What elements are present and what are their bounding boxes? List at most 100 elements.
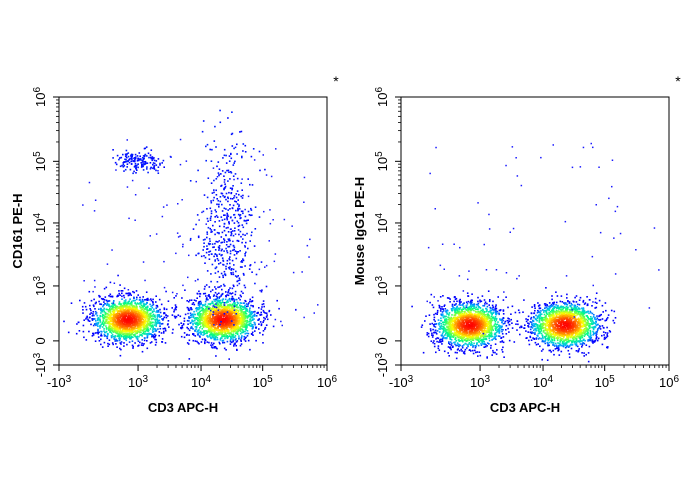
event-dot — [138, 325, 140, 328]
event-dot — [191, 327, 193, 329]
event-dot — [130, 337, 132, 339]
event-dot — [106, 337, 109, 340]
event-dot — [139, 341, 141, 344]
event-dot — [446, 319, 448, 321]
event-dot — [123, 170, 125, 172]
event-dot — [211, 325, 213, 327]
event-dot — [83, 319, 85, 321]
event-dot — [222, 310, 225, 313]
event-dot — [155, 341, 158, 344]
event-dot — [234, 227, 236, 229]
event-dot — [227, 301, 229, 303]
event-dot — [127, 311, 130, 314]
event-dot — [151, 315, 154, 317]
event-dot — [129, 158, 131, 160]
event-dot — [119, 308, 121, 310]
event-dot — [146, 325, 148, 327]
event-dot — [227, 238, 230, 241]
event-dot — [143, 161, 145, 163]
event-dot — [244, 330, 246, 333]
event-dot — [192, 302, 195, 304]
event-dot — [229, 250, 232, 252]
event-dot — [230, 216, 232, 218]
event-dot — [209, 302, 211, 305]
event-dot — [112, 309, 115, 312]
event-dot — [130, 313, 132, 315]
event-dot — [132, 345, 134, 348]
event-dot — [240, 314, 243, 317]
event-dot — [114, 331, 117, 334]
event-dot — [230, 313, 233, 315]
event-dot — [251, 296, 254, 299]
event-dot — [198, 316, 200, 318]
event-dot — [171, 314, 174, 316]
event-dot — [204, 256, 207, 259]
event-dot — [233, 178, 235, 181]
event-dot — [239, 329, 241, 331]
event-dot — [239, 314, 242, 316]
event-dot — [218, 324, 221, 327]
event-dot — [137, 330, 139, 333]
event-dot — [208, 328, 210, 330]
event-dot — [194, 280, 197, 282]
event-dot — [174, 304, 177, 306]
event-dot — [222, 341, 224, 344]
event-dot — [195, 323, 197, 325]
event-dot — [197, 329, 199, 332]
event-dot — [136, 335, 139, 338]
event-dot — [91, 335, 94, 337]
event-dot — [202, 239, 205, 241]
event-dot — [240, 343, 243, 345]
event-dot — [309, 238, 311, 241]
event-dot — [487, 331, 490, 333]
event-dot — [197, 341, 199, 344]
event-dot — [216, 165, 218, 168]
event-dot — [212, 302, 214, 305]
event-dot — [151, 318, 153, 320]
event-dot — [245, 241, 247, 244]
event-dot — [204, 309, 206, 312]
event-dot — [138, 331, 141, 333]
event-dot — [130, 322, 132, 325]
event-dot — [225, 247, 227, 250]
event-dot — [223, 304, 226, 306]
event-dot — [117, 318, 120, 321]
event-dot — [189, 299, 191, 302]
event-dot — [149, 156, 152, 159]
event-dot — [121, 314, 123, 316]
event-dot — [215, 194, 218, 196]
event-dot — [209, 312, 212, 314]
event-dot — [264, 168, 266, 171]
event-dot — [228, 258, 230, 260]
event-dot — [145, 327, 148, 329]
event-dot — [206, 331, 208, 334]
event-dot — [190, 307, 192, 309]
event-dot — [131, 179, 134, 182]
event-dot — [433, 345, 436, 348]
event-dot — [173, 315, 176, 318]
event-dot — [109, 308, 111, 310]
event-dot — [127, 160, 129, 162]
event-dot — [129, 302, 131, 305]
event-dot — [128, 325, 131, 327]
event-dot — [128, 328, 131, 330]
event-dot — [236, 284, 239, 287]
event-dot — [241, 155, 243, 158]
event-dot — [152, 326, 155, 328]
event-dot — [252, 318, 254, 321]
event-dot — [303, 176, 306, 179]
event-dot — [226, 218, 228, 220]
event-dot — [134, 302, 136, 304]
event-dot — [228, 239, 230, 242]
event-dot — [232, 185, 234, 187]
event-dot — [234, 302, 236, 305]
event-dot — [484, 319, 486, 321]
event-dot — [116, 326, 119, 329]
event-dot — [204, 300, 207, 303]
event-dot — [197, 236, 200, 239]
event-dot — [151, 324, 154, 326]
event-dot — [91, 318, 93, 320]
event-dot — [303, 316, 305, 319]
event-dot — [112, 306, 115, 309]
event-dot — [128, 341, 131, 343]
